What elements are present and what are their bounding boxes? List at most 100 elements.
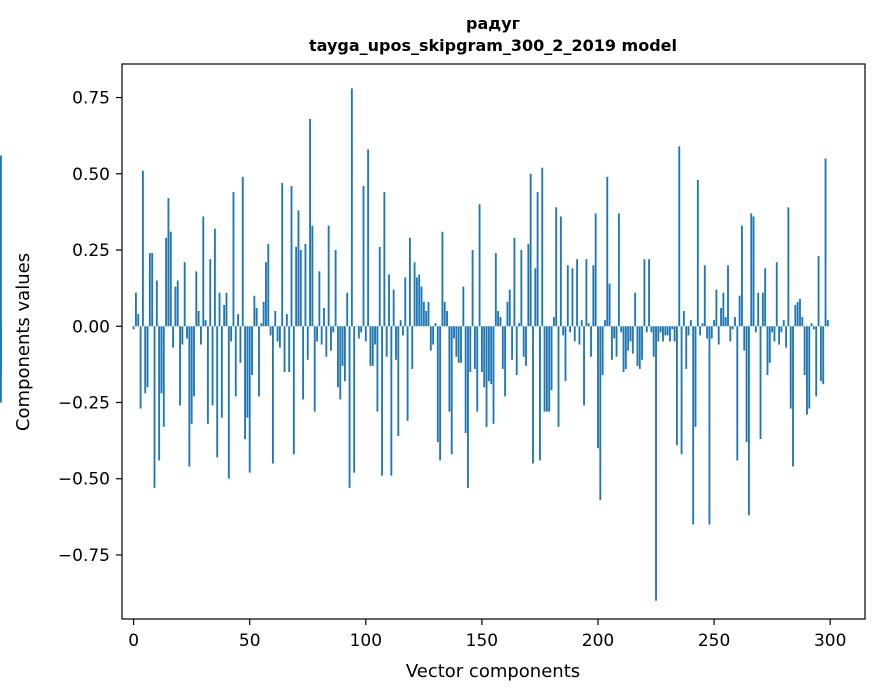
bar (648, 259, 650, 327)
bar (750, 213, 753, 327)
bar (766, 326, 769, 376)
bar (474, 326, 476, 369)
bar (620, 326, 623, 333)
bar (313, 326, 316, 412)
bar (155, 280, 158, 327)
bar (590, 326, 592, 357)
bar (627, 326, 630, 351)
bar (260, 323, 263, 327)
bar (485, 326, 488, 427)
bar (529, 173, 532, 327)
bar (650, 326, 653, 333)
bar (557, 326, 560, 427)
bar (743, 326, 746, 351)
bar (422, 301, 425, 327)
bar (429, 326, 432, 351)
bar (504, 326, 507, 397)
x-tick-label: 150 (466, 631, 498, 651)
bar (599, 326, 602, 501)
bar (374, 326, 377, 345)
bar (754, 326, 757, 333)
bar (350, 88, 353, 327)
bar (304, 243, 307, 327)
bar (562, 326, 565, 336)
bar (669, 326, 671, 342)
bar (799, 298, 801, 327)
bar (320, 326, 323, 345)
bar (587, 323, 590, 327)
bar (826, 320, 829, 327)
bar (453, 326, 455, 339)
bar (601, 326, 604, 376)
bar (258, 326, 260, 397)
bar (673, 326, 676, 342)
bar (299, 250, 302, 327)
bar (427, 301, 430, 327)
chart-title-line2: tayga_upos_skipgram_300_2_2019 model (309, 36, 677, 55)
bar (188, 326, 191, 467)
bar (676, 326, 678, 446)
x-tick-label: 100 (350, 631, 382, 651)
bar (309, 118, 311, 327)
y-tick-label: 0.50 (72, 165, 110, 185)
bar (817, 256, 820, 327)
bar (346, 292, 349, 327)
bar (511, 326, 514, 360)
bar (778, 326, 781, 345)
bar (518, 323, 520, 327)
bar (708, 326, 711, 525)
bar (666, 326, 669, 336)
bar (541, 167, 544, 327)
bar (292, 326, 295, 455)
bar (392, 289, 395, 327)
bar (629, 326, 632, 342)
bar (193, 326, 195, 397)
bar (367, 149, 370, 327)
bar (706, 326, 709, 339)
bar (722, 292, 725, 327)
bar (0, 155, 2, 327)
bar (555, 207, 558, 327)
bar (158, 326, 161, 461)
bar (717, 326, 720, 345)
bar (460, 326, 462, 363)
bar (262, 301, 265, 327)
bar (494, 253, 497, 327)
bar (362, 185, 365, 327)
bar (747, 326, 750, 516)
bar (657, 326, 660, 342)
bar (652, 326, 655, 357)
bar (787, 207, 790, 327)
bar (404, 277, 407, 327)
bar (497, 311, 500, 327)
y-axis-ticks: −0.75 −0.50 −0.25 0.00 0.25 0.50 0.75 (58, 89, 122, 566)
bar (655, 326, 657, 601)
bar (295, 246, 298, 327)
bar (230, 326, 233, 342)
bar (810, 323, 813, 327)
bar (757, 292, 760, 327)
bar (364, 326, 367, 342)
bar (418, 274, 421, 327)
bar (144, 326, 147, 394)
bar (606, 176, 609, 327)
bar (274, 311, 277, 327)
bar (276, 326, 279, 342)
bar (237, 314, 240, 327)
bar (592, 265, 595, 327)
bar (559, 216, 562, 327)
bar (527, 243, 530, 327)
bar (378, 246, 381, 327)
bar (146, 326, 149, 388)
x-axis-label: Vector components (406, 661, 580, 682)
bar (183, 262, 186, 327)
bar (729, 326, 732, 342)
bar (244, 326, 246, 440)
bar (715, 289, 718, 327)
bar (234, 326, 237, 397)
bar (348, 326, 351, 488)
bar (343, 326, 346, 382)
bar (197, 311, 200, 327)
bar (288, 326, 291, 372)
bar (794, 304, 797, 327)
